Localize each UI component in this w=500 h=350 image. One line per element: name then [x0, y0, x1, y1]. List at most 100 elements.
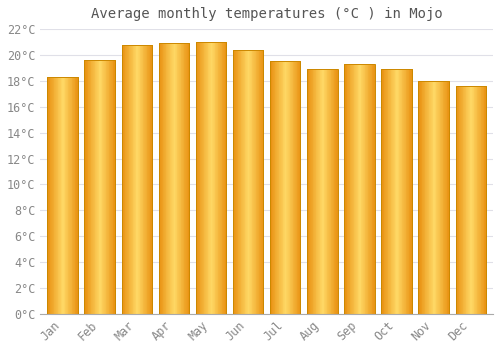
Bar	[285, 61, 286, 314]
Bar	[196, 42, 226, 314]
Bar	[148, 44, 149, 314]
Bar	[406, 69, 407, 314]
Bar	[474, 86, 475, 314]
Bar	[383, 69, 384, 314]
Bar	[354, 64, 355, 314]
Bar	[169, 43, 170, 314]
Bar	[221, 42, 222, 314]
Bar	[254, 50, 255, 314]
Bar	[72, 77, 73, 314]
Bar	[271, 61, 272, 314]
Bar	[411, 69, 412, 314]
Bar	[418, 81, 420, 314]
Bar	[393, 69, 394, 314]
Bar	[222, 42, 223, 314]
Bar	[307, 69, 308, 314]
Bar	[284, 61, 285, 314]
Bar	[366, 64, 367, 314]
Bar	[218, 42, 219, 314]
Bar	[256, 50, 257, 314]
Bar	[290, 61, 291, 314]
Bar	[370, 64, 371, 314]
Bar	[69, 77, 70, 314]
Bar	[53, 77, 54, 314]
Bar	[102, 60, 103, 314]
Bar	[239, 50, 240, 314]
Bar	[431, 81, 432, 314]
Bar	[151, 44, 152, 314]
Bar	[255, 50, 256, 314]
Bar	[214, 42, 216, 314]
Bar	[316, 69, 318, 314]
Bar	[213, 42, 214, 314]
Bar	[320, 69, 321, 314]
Bar	[149, 44, 150, 314]
Bar	[458, 86, 460, 314]
Bar	[107, 60, 108, 314]
Bar	[252, 50, 253, 314]
Bar	[124, 44, 126, 314]
Bar	[237, 50, 238, 314]
Bar	[319, 69, 320, 314]
Bar	[219, 42, 220, 314]
Bar	[98, 60, 100, 314]
Bar	[48, 77, 78, 314]
Bar	[439, 81, 440, 314]
Bar	[382, 69, 383, 314]
Bar	[310, 69, 311, 314]
Bar	[140, 44, 141, 314]
Bar	[242, 50, 243, 314]
Bar	[204, 42, 205, 314]
Bar	[226, 42, 227, 314]
Bar	[360, 64, 362, 314]
Bar	[392, 69, 393, 314]
Bar	[84, 60, 86, 314]
Bar	[199, 42, 200, 314]
Bar	[104, 60, 105, 314]
Bar	[325, 69, 326, 314]
Bar	[296, 61, 298, 314]
Bar	[428, 81, 430, 314]
Bar	[146, 44, 148, 314]
Bar	[475, 86, 476, 314]
Bar	[401, 69, 402, 314]
Bar	[202, 42, 203, 314]
Bar	[286, 61, 287, 314]
Bar	[251, 50, 252, 314]
Bar	[258, 50, 260, 314]
Bar	[135, 44, 136, 314]
Bar	[270, 61, 271, 314]
Bar	[128, 44, 130, 314]
Bar	[243, 50, 244, 314]
Bar	[48, 77, 49, 314]
Bar	[168, 43, 169, 314]
Bar	[274, 61, 276, 314]
Bar	[217, 42, 218, 314]
Bar	[288, 61, 290, 314]
Bar	[389, 69, 390, 314]
Bar	[277, 61, 278, 314]
Bar	[346, 64, 348, 314]
Bar	[171, 43, 172, 314]
Bar	[435, 81, 436, 314]
Bar	[423, 81, 424, 314]
Bar	[353, 64, 354, 314]
Bar	[480, 86, 482, 314]
Bar	[138, 44, 140, 314]
Bar	[384, 69, 386, 314]
Bar	[469, 86, 470, 314]
Bar	[130, 44, 131, 314]
Bar	[362, 64, 363, 314]
Bar	[461, 86, 462, 314]
Bar	[220, 42, 221, 314]
Bar	[200, 42, 202, 314]
Bar	[86, 60, 87, 314]
Bar	[478, 86, 479, 314]
Bar	[123, 44, 124, 314]
Bar	[178, 43, 179, 314]
Bar	[97, 60, 98, 314]
Bar	[77, 77, 78, 314]
Bar	[434, 81, 435, 314]
Bar	[240, 50, 242, 314]
Bar	[73, 77, 74, 314]
